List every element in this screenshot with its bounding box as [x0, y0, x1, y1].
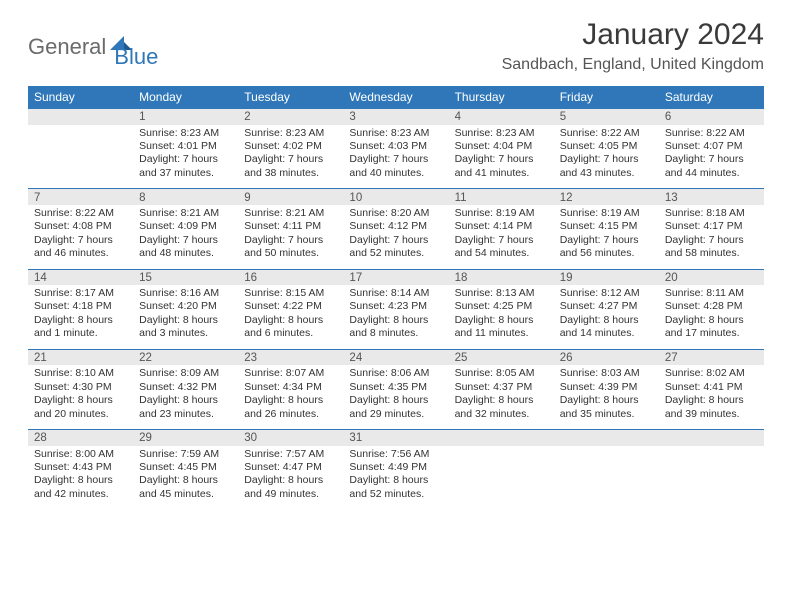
info-cell: Sunrise: 8:00 AM Sunset: 4:43 PM Dayligh…	[28, 446, 133, 510]
date-cell: 8	[133, 189, 238, 205]
week-2-dates: 14 15 16 17 18 19 20	[28, 269, 764, 285]
calendar-table: Sunday Monday Tuesday Wednesday Thursday…	[28, 86, 764, 509]
info-cell: Sunrise: 8:22 AM Sunset: 4:07 PM Dayligh…	[659, 125, 764, 189]
brand-part2: Blue	[114, 44, 158, 70]
date-cell: 30	[238, 430, 343, 446]
info-cell: Sunrise: 8:19 AM Sunset: 4:15 PM Dayligh…	[554, 205, 659, 269]
info-cell	[659, 446, 764, 510]
date-cell: 29	[133, 430, 238, 446]
week-1-info: Sunrise: 8:22 AM Sunset: 4:08 PM Dayligh…	[28, 205, 764, 269]
info-cell: Sunrise: 8:17 AM Sunset: 4:18 PM Dayligh…	[28, 285, 133, 349]
date-cell: 21	[28, 349, 133, 365]
week-1-dates: 7 8 9 10 11 12 13	[28, 189, 764, 205]
info-cell	[28, 125, 133, 189]
date-cell: 20	[659, 269, 764, 285]
info-cell: Sunrise: 8:16 AM Sunset: 4:20 PM Dayligh…	[133, 285, 238, 349]
date-cell: 26	[554, 349, 659, 365]
info-cell: Sunrise: 8:05 AM Sunset: 4:37 PM Dayligh…	[449, 365, 554, 429]
date-cell: 2	[238, 109, 343, 125]
location-text: Sandbach, England, United Kingdom	[502, 56, 764, 74]
date-cell: 7	[28, 189, 133, 205]
info-cell: Sunrise: 8:23 AM Sunset: 4:04 PM Dayligh…	[449, 125, 554, 189]
info-cell: Sunrise: 8:06 AM Sunset: 4:35 PM Dayligh…	[343, 365, 448, 429]
col-thu: Thursday	[449, 86, 554, 109]
info-cell: Sunrise: 7:59 AM Sunset: 4:45 PM Dayligh…	[133, 446, 238, 510]
col-fri: Friday	[554, 86, 659, 109]
date-cell: 11	[449, 189, 554, 205]
info-cell: Sunrise: 8:23 AM Sunset: 4:01 PM Dayligh…	[133, 125, 238, 189]
col-wed: Wednesday	[343, 86, 448, 109]
info-cell: Sunrise: 8:10 AM Sunset: 4:30 PM Dayligh…	[28, 365, 133, 429]
date-cell: 5	[554, 109, 659, 125]
info-cell: Sunrise: 8:09 AM Sunset: 4:32 PM Dayligh…	[133, 365, 238, 429]
date-cell: 17	[343, 269, 448, 285]
date-cell: 6	[659, 109, 764, 125]
date-cell: 25	[449, 349, 554, 365]
col-sun: Sunday	[28, 86, 133, 109]
info-cell: Sunrise: 8:21 AM Sunset: 4:09 PM Dayligh…	[133, 205, 238, 269]
week-2-info: Sunrise: 8:17 AM Sunset: 4:18 PM Dayligh…	[28, 285, 764, 349]
info-cell: Sunrise: 8:13 AM Sunset: 4:25 PM Dayligh…	[449, 285, 554, 349]
info-cell: Sunrise: 8:23 AM Sunset: 4:02 PM Dayligh…	[238, 125, 343, 189]
week-4-dates: 28 29 30 31	[28, 430, 764, 446]
info-cell: Sunrise: 8:20 AM Sunset: 4:12 PM Dayligh…	[343, 205, 448, 269]
date-cell	[449, 430, 554, 446]
date-cell: 22	[133, 349, 238, 365]
info-cell: Sunrise: 7:57 AM Sunset: 4:47 PM Dayligh…	[238, 446, 343, 510]
date-cell: 31	[343, 430, 448, 446]
brand-logo: General Blue	[28, 18, 158, 70]
calendar-body: 1 2 3 4 5 6 Sunrise: 8:23 AM Sunset: 4:0…	[28, 109, 764, 510]
info-cell: Sunrise: 8:22 AM Sunset: 4:05 PM Dayligh…	[554, 125, 659, 189]
info-cell	[449, 446, 554, 510]
info-cell: Sunrise: 8:22 AM Sunset: 4:08 PM Dayligh…	[28, 205, 133, 269]
week-0-dates: 1 2 3 4 5 6	[28, 109, 764, 125]
date-cell: 12	[554, 189, 659, 205]
date-cell: 10	[343, 189, 448, 205]
col-tue: Tuesday	[238, 86, 343, 109]
info-cell: Sunrise: 8:02 AM Sunset: 4:41 PM Dayligh…	[659, 365, 764, 429]
week-4-info: Sunrise: 8:00 AM Sunset: 4:43 PM Dayligh…	[28, 446, 764, 510]
date-cell: 14	[28, 269, 133, 285]
info-cell: Sunrise: 8:12 AM Sunset: 4:27 PM Dayligh…	[554, 285, 659, 349]
date-cell: 23	[238, 349, 343, 365]
col-sat: Saturday	[659, 86, 764, 109]
info-cell: Sunrise: 8:19 AM Sunset: 4:14 PM Dayligh…	[449, 205, 554, 269]
date-cell: 16	[238, 269, 343, 285]
header-row: General Blue January 2024 Sandbach, Engl…	[28, 18, 764, 74]
date-cell	[28, 109, 133, 125]
info-cell	[554, 446, 659, 510]
date-cell: 24	[343, 349, 448, 365]
date-cell: 9	[238, 189, 343, 205]
month-title: January 2024	[502, 18, 764, 52]
date-cell: 3	[343, 109, 448, 125]
week-3-info: Sunrise: 8:10 AM Sunset: 4:30 PM Dayligh…	[28, 365, 764, 429]
brand-part1: General	[28, 34, 106, 60]
date-cell: 4	[449, 109, 554, 125]
info-cell: Sunrise: 8:07 AM Sunset: 4:34 PM Dayligh…	[238, 365, 343, 429]
col-mon: Monday	[133, 86, 238, 109]
date-cell: 18	[449, 269, 554, 285]
date-cell	[659, 430, 764, 446]
info-cell: Sunrise: 8:18 AM Sunset: 4:17 PM Dayligh…	[659, 205, 764, 269]
week-0-info: Sunrise: 8:23 AM Sunset: 4:01 PM Dayligh…	[28, 125, 764, 189]
date-cell: 19	[554, 269, 659, 285]
week-3-dates: 21 22 23 24 25 26 27	[28, 349, 764, 365]
info-cell: Sunrise: 8:03 AM Sunset: 4:39 PM Dayligh…	[554, 365, 659, 429]
date-cell: 13	[659, 189, 764, 205]
date-cell: 28	[28, 430, 133, 446]
info-cell: Sunrise: 8:14 AM Sunset: 4:23 PM Dayligh…	[343, 285, 448, 349]
title-block: January 2024 Sandbach, England, United K…	[502, 18, 764, 74]
info-cell: Sunrise: 8:23 AM Sunset: 4:03 PM Dayligh…	[343, 125, 448, 189]
info-cell: Sunrise: 7:56 AM Sunset: 4:49 PM Dayligh…	[343, 446, 448, 510]
info-cell: Sunrise: 8:11 AM Sunset: 4:28 PM Dayligh…	[659, 285, 764, 349]
date-cell: 27	[659, 349, 764, 365]
date-cell	[554, 430, 659, 446]
info-cell: Sunrise: 8:15 AM Sunset: 4:22 PM Dayligh…	[238, 285, 343, 349]
date-cell: 15	[133, 269, 238, 285]
info-cell: Sunrise: 8:21 AM Sunset: 4:11 PM Dayligh…	[238, 205, 343, 269]
date-cell: 1	[133, 109, 238, 125]
header-row: Sunday Monday Tuesday Wednesday Thursday…	[28, 86, 764, 109]
